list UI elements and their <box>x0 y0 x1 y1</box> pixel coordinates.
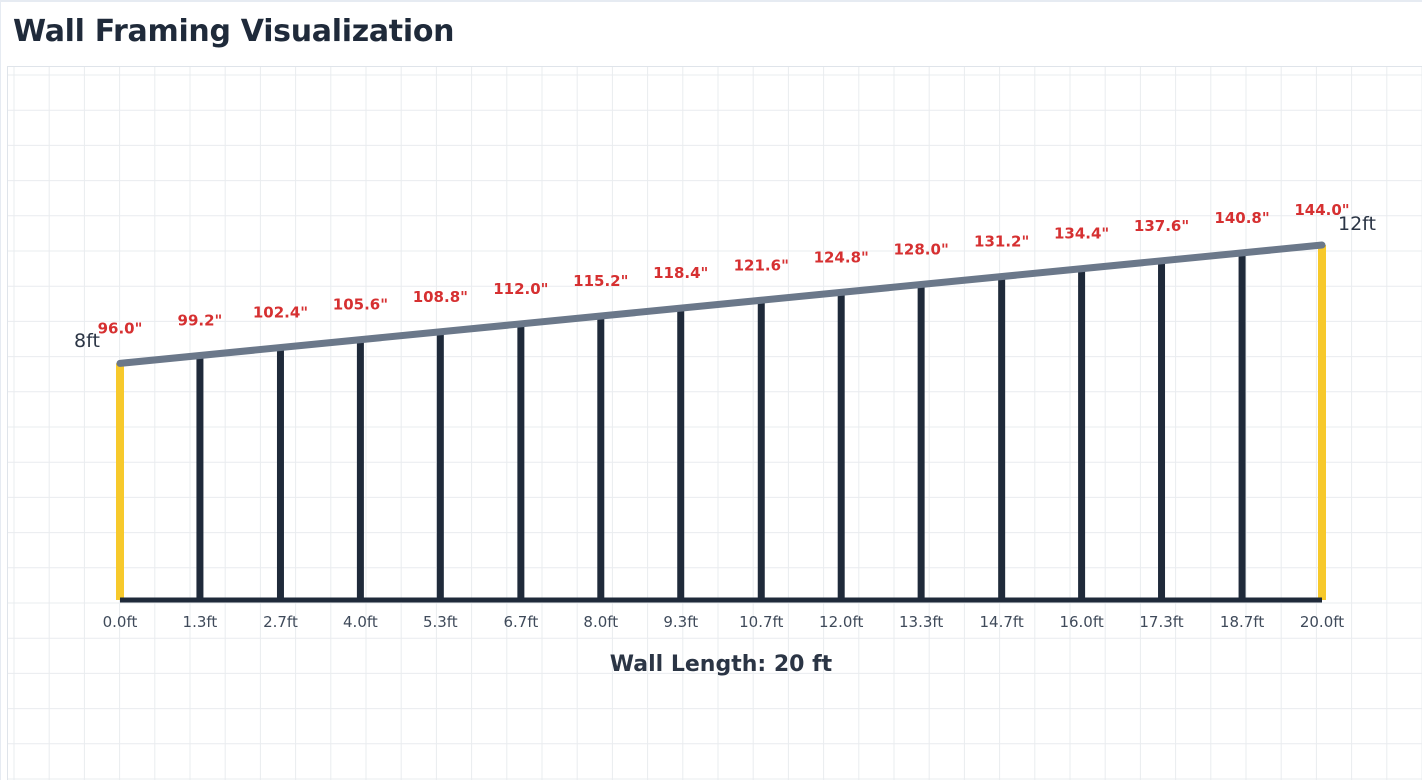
stud-height-label: 108.8" <box>413 288 468 306</box>
stud-position-label: 9.3ft <box>663 613 698 631</box>
framing-canvas-panel: 96.0" 0.0ft 99.2" 1.3ft 102.4" 2.7ft 105.6" 4.0… <box>7 66 1422 780</box>
start-height-label: 8ft <box>74 330 100 352</box>
stud-height-label: 112.0" <box>493 280 548 298</box>
wall-length-caption: Wall Length: 20 ft <box>610 652 833 677</box>
stud-height-label: 96.0" <box>98 319 143 337</box>
stud-height-label: 134.4" <box>1054 225 1109 243</box>
stud-height-label: 99.2" <box>178 311 223 329</box>
stud-height-label: 118.4" <box>653 264 708 282</box>
stud-height-label: 128.0" <box>894 240 949 258</box>
stud-height-label: 115.2" <box>573 272 628 290</box>
stud-height-label: 137.6" <box>1134 217 1189 235</box>
end-height-label: 12ft <box>1338 213 1376 235</box>
stud-position-label: 8.0ft <box>583 613 618 631</box>
diagram-labels: 96.0" 0.0ft 99.2" 1.3ft 102.4" 2.7ft 105.6" 4.0… <box>98 201 1350 631</box>
stud-position-label: 2.7ft <box>263 613 298 631</box>
stud-height-label: 144.0" <box>1294 201 1349 219</box>
stud-position-label: 20.0ft <box>1300 613 1344 631</box>
stud-height-label: 140.8" <box>1214 209 1269 227</box>
top-plate <box>116 241 1326 367</box>
stud-position-label: 16.0ft <box>1059 613 1103 631</box>
stud-position-label: 12.0ft <box>819 613 863 631</box>
page-title: Wall Framing Visualization <box>13 14 455 49</box>
wall-frame <box>116 241 1326 603</box>
stud-position-label: 5.3ft <box>423 613 458 631</box>
stud-position-label: 13.3ft <box>899 613 943 631</box>
stud-position-label: 1.3ft <box>183 613 218 631</box>
stud-position-label: 14.7ft <box>980 613 1024 631</box>
stud-height-label: 121.6" <box>734 256 789 274</box>
stud-position-label: 0.0ft <box>103 613 138 631</box>
stud-position-label: 17.3ft <box>1139 613 1183 631</box>
wall-framing-diagram: 96.0" 0.0ft 99.2" 1.3ft 102.4" 2.7ft 105.6" 4.0… <box>8 67 1422 780</box>
stud-height-label: 131.2" <box>974 233 1029 251</box>
stud-height-label: 102.4" <box>253 304 308 322</box>
stud-position-label: 18.7ft <box>1220 613 1264 631</box>
stud-height-label: 124.8" <box>814 248 869 266</box>
stud-position-label: 4.0ft <box>343 613 378 631</box>
background-grid <box>8 67 1422 780</box>
stud-position-label: 10.7ft <box>739 613 783 631</box>
stud-height-label: 105.6" <box>333 296 388 314</box>
stud-position-label: 6.7ft <box>503 613 538 631</box>
